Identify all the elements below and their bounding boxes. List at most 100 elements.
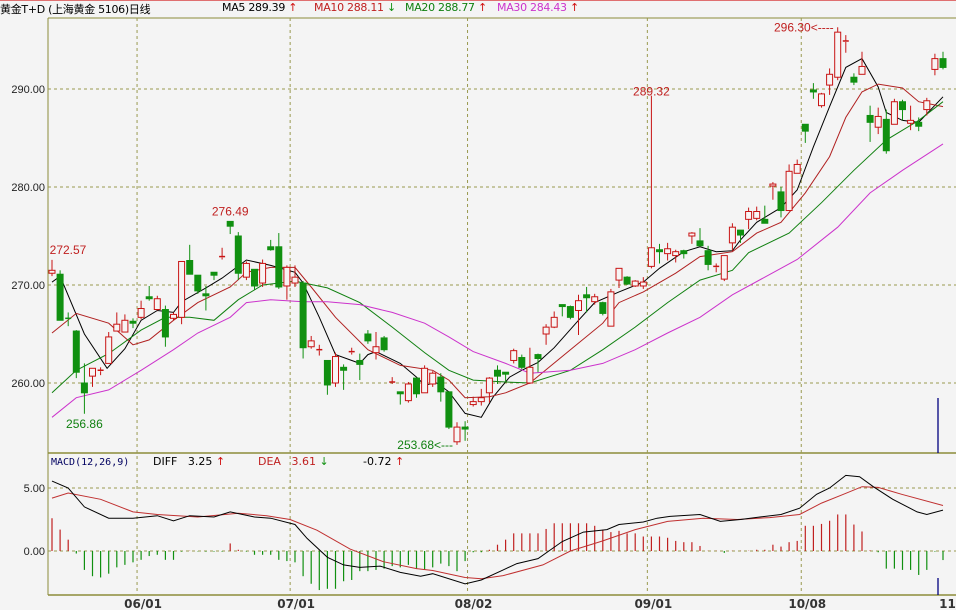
candle-up (137, 300, 145, 320)
candle-down (915, 117, 923, 132)
candle-down (809, 83, 817, 99)
candle-up (842, 35, 849, 53)
candle-down (518, 354, 526, 370)
price-annotations: 272.57 276.49 256.86 253.68<--- 289.32 296.30… (50, 20, 834, 452)
arrow-up-icon: ↑ (477, 1, 487, 14)
ma10-label: MA10 (314, 1, 344, 14)
candle-body (137, 308, 145, 318)
candle-up (713, 263, 720, 273)
candle-up (818, 92, 825, 108)
candle-up (259, 259, 267, 287)
candle-down (129, 318, 137, 329)
candle-down (850, 73, 858, 86)
diff-legend: DIFF 3.25 ↑ (153, 455, 225, 468)
candle-body (542, 326, 550, 335)
candle-up (615, 267, 623, 288)
candle-up (745, 207, 753, 230)
candle-up (575, 294, 582, 335)
candle-body (890, 101, 898, 125)
candle-body (534, 354, 542, 359)
candle-up (316, 344, 323, 356)
candle-up (477, 388, 485, 406)
candle-down (737, 229, 744, 243)
candle-up (785, 164, 793, 212)
candle-body (550, 316, 558, 328)
candle-body (526, 366, 534, 384)
candle-up (421, 365, 429, 394)
candle-body (818, 93, 825, 107)
candle-up (307, 335, 315, 349)
candle-body (591, 296, 599, 303)
price-annotation: 276.49 (212, 204, 249, 218)
candle-body (769, 183, 777, 187)
candle-body (915, 121, 923, 127)
candle-body (421, 367, 429, 394)
candle-body (307, 340, 315, 348)
candle-down (623, 276, 631, 285)
candle-body (323, 359, 331, 386)
candle-down (437, 373, 445, 402)
date-axis: 06/01 07/01 08/02 09/01 10/08 11/0 (124, 597, 956, 610)
macd-legend: -0.72 ↑ (363, 455, 404, 468)
candle-body (404, 383, 412, 402)
arrow-up-icon: ↑ (215, 455, 226, 468)
candle-up (720, 255, 728, 282)
candle-body (210, 271, 218, 276)
candle-body (445, 391, 453, 428)
candle-body (728, 226, 736, 244)
candle-down (696, 228, 704, 247)
candle-body (194, 274, 202, 292)
ma5-value: 289.39 (248, 1, 286, 14)
candle-up (526, 347, 534, 384)
candle-body (558, 304, 566, 308)
candle-body (485, 377, 493, 394)
candle-up (389, 377, 396, 384)
candle-body (80, 382, 88, 394)
ma30-line (51, 143, 944, 418)
candle-down (882, 109, 890, 154)
candle-body (672, 251, 680, 257)
date-tick-label: 07/01 (277, 597, 315, 610)
candle-down (502, 371, 510, 383)
candle-body (518, 357, 526, 368)
candle-down (899, 99, 906, 121)
candle-body (688, 232, 696, 237)
candle-body (113, 323, 121, 332)
candle-up (219, 247, 226, 260)
moving-average-lines (51, 57, 944, 418)
candle-up (753, 206, 761, 221)
candle-body (737, 229, 744, 236)
price-annotation: 289.32 (633, 85, 670, 99)
ma10-line (51, 83, 944, 399)
candle-body (615, 267, 623, 281)
candle-body (340, 366, 348, 371)
candle-body (575, 300, 582, 311)
price-axis: 290.00 280.00 270.00 260.00 5.00 0.00 (11, 84, 45, 558)
candle-body (380, 337, 388, 351)
candle-up (170, 312, 177, 321)
candle-down (356, 353, 364, 381)
candle-body (607, 291, 615, 327)
candle-up (97, 367, 104, 376)
ma30-value: 284.43 (530, 1, 567, 14)
candle-up (607, 288, 615, 327)
candle-body (874, 115, 882, 128)
candle-down (251, 268, 258, 290)
candle-body (785, 170, 793, 212)
candle-body (623, 276, 631, 285)
price-tick-label: 260.00 (11, 378, 45, 390)
candle-up (550, 311, 558, 329)
candle-body (931, 58, 939, 70)
candle-body (639, 281, 647, 287)
candle-body (647, 247, 655, 267)
candle-down (656, 243, 663, 264)
candle-up (469, 396, 477, 407)
diff-line (51, 474, 944, 585)
candle-body (372, 346, 380, 354)
candle-up (153, 295, 161, 311)
date-tick-label: 10/08 (788, 597, 826, 610)
chart-title: 黄金T+D (上海黄金 5106)日线 (0, 3, 151, 16)
candle-up (639, 277, 647, 289)
candle-down (145, 285, 153, 301)
